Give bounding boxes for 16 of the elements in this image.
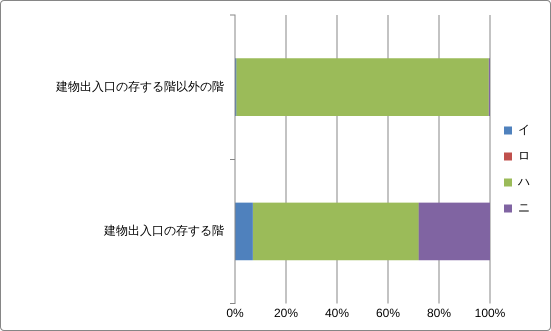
bar (252, 202, 419, 260)
x-tick-label: 60% (376, 306, 400, 320)
legend-label: ニ (518, 200, 530, 215)
bar (236, 58, 489, 116)
y-tick-label: 建物出入口の存する階以外の階 (55, 79, 224, 94)
legend-label: イ (518, 122, 530, 137)
bar (236, 202, 253, 260)
legend-label: ハ (517, 174, 530, 189)
x-tick-label: 40% (324, 306, 350, 320)
x-tick-label: 0% (226, 306, 244, 320)
x-tick-label: 100% (474, 306, 506, 320)
x-tick-label: 80% (426, 306, 452, 320)
x-tick-label: 20% (274, 306, 298, 320)
legend-label: ロ (518, 148, 530, 163)
y-tick-label: 建物出入口の存する階 (103, 224, 224, 238)
bar (418, 202, 490, 260)
